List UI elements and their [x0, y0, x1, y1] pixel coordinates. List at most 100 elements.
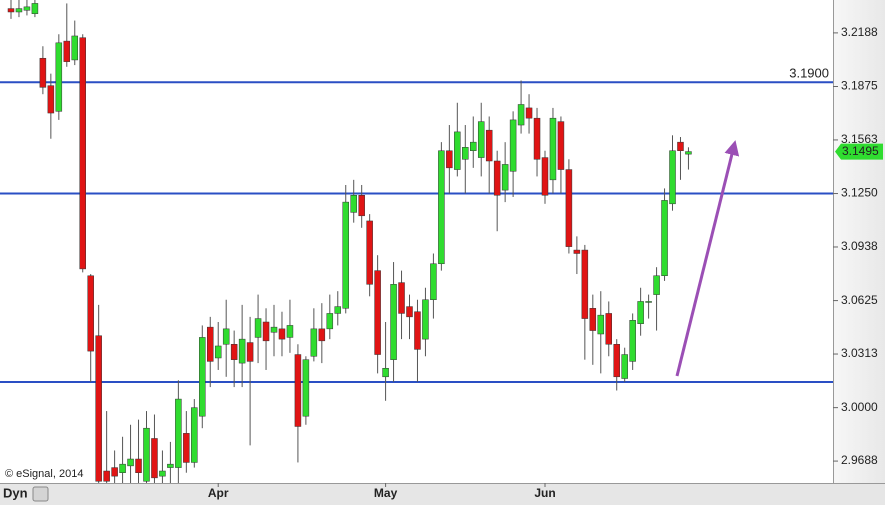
last-price-marker: [835, 143, 883, 160]
candle-body: [143, 427, 150, 482]
plot-area: [0, 0, 833, 483]
candle-body: [63, 40, 71, 62]
candle-body: [334, 306, 342, 314]
candle-body: [199, 337, 206, 417]
candle-body: [238, 338, 246, 364]
candle-body: [15, 8, 23, 13]
candle-body: [31, 3, 39, 14]
candle-body: [175, 398, 182, 468]
candle-body: [613, 344, 620, 378]
y-tick-label: 3.1563: [841, 132, 878, 146]
candle-body: [191, 407, 198, 463]
candle-body: [605, 313, 612, 345]
candle-body: [573, 249, 581, 254]
candle-body: [430, 263, 437, 300]
candle-body: [111, 467, 118, 477]
candle-body: [286, 325, 294, 338]
candle-body: [310, 328, 318, 357]
y-tick-label: 2.9688: [841, 453, 878, 467]
toolbar-label[interactable]: Dyn: [3, 485, 28, 500]
candle-body: [167, 463, 174, 468]
watermark: © eSignal, 2014: [5, 468, 83, 480]
candle-body: [629, 320, 636, 362]
candle-body: [685, 151, 692, 155]
candle-body: [39, 57, 47, 88]
toolbar-icon[interactable]: [32, 486, 49, 502]
candle-body: [183, 433, 190, 463]
candle-body: [669, 150, 676, 205]
candle-body: [207, 326, 214, 362]
candle-body: [302, 359, 310, 417]
candle-body: [390, 284, 397, 360]
y-axis-area: [833, 0, 885, 483]
candle-body: [677, 141, 684, 151]
candle-body: [159, 470, 166, 477]
y-tick-label: 3.2188: [841, 25, 878, 39]
candle-body: [326, 313, 334, 330]
candle-body: [517, 104, 525, 126]
candle-body: [533, 117, 541, 160]
candle-body: [645, 301, 652, 303]
candle-body: [454, 131, 461, 170]
candle-body: [294, 354, 302, 427]
x-axis-area: [0, 483, 885, 505]
candle-body: [119, 463, 126, 473]
candle-body: [350, 195, 357, 213]
horizontal-line-label: 3.1900: [789, 66, 829, 81]
y-tick-label: 3.0313: [841, 346, 878, 360]
candle-body: [382, 367, 389, 378]
candle-body: [222, 328, 230, 345]
last-price-label: 3.1495: [842, 144, 879, 158]
y-tick-label: 3.0000: [841, 400, 878, 414]
candle-body: [95, 335, 102, 482]
candle-body: [485, 129, 493, 162]
candle-body: [7, 8, 15, 13]
candle-body: [214, 345, 222, 359]
candle-body: [230, 344, 238, 360]
candle-body: [581, 249, 589, 319]
candle-body: [278, 328, 286, 340]
candle-body: [71, 35, 79, 61]
candle-body: [653, 275, 660, 295]
candle-body: [477, 121, 485, 158]
candle-body: [79, 37, 86, 270]
candle-body: [541, 157, 549, 196]
y-tick-label: 3.0938: [841, 239, 878, 253]
candle-body: [438, 150, 445, 265]
candle-body: [470, 141, 477, 151]
candle-body: [525, 107, 533, 119]
candle-body: [366, 220, 373, 285]
candle-body: [151, 438, 158, 479]
candle-body: [509, 119, 517, 172]
candle-body: [557, 121, 565, 170]
candle-body: [374, 270, 381, 355]
x-tick-label: Apr: [208, 486, 229, 500]
candle-body: [589, 308, 597, 331]
candle-body: [254, 318, 262, 338]
candle-body: [621, 354, 628, 379]
candle-body: [637, 301, 644, 324]
candle-body: [462, 147, 469, 160]
candle-body: [398, 282, 405, 314]
candle-body: [318, 328, 326, 342]
y-tick-label: 3.1875: [841, 79, 878, 93]
candle-body: [493, 160, 501, 196]
candle-body: [47, 85, 55, 114]
candle-body: [55, 42, 63, 112]
x-tick-label: Jun: [534, 486, 555, 500]
candle-body: [358, 195, 365, 217]
candle-body: [342, 201, 349, 309]
y-tick-label: 3.0625: [841, 293, 878, 307]
candle-body: [414, 311, 421, 350]
candle-body: [597, 314, 605, 335]
candle-body: [127, 458, 134, 467]
candle-body: [565, 169, 573, 247]
candle-body: [549, 117, 557, 181]
candle-body: [135, 458, 142, 473]
candle-body: [270, 326, 278, 333]
candle-body: [661, 200, 668, 277]
candle-body: [23, 6, 31, 11]
candle-body: [501, 164, 509, 191]
trend-arrow: [675, 140, 740, 377]
